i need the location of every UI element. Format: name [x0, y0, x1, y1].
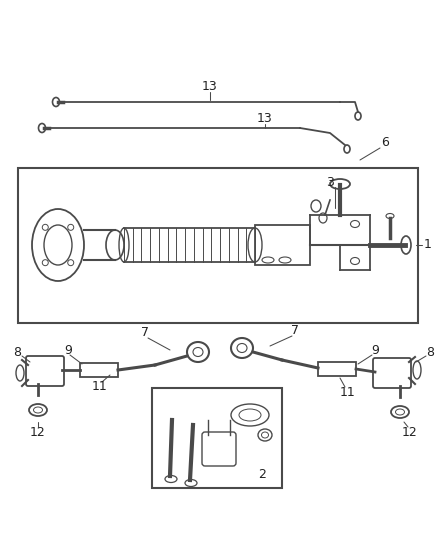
Bar — [318, 362, 356, 376]
Bar — [152, 388, 282, 488]
Text: 12: 12 — [402, 425, 418, 439]
Text: 1: 1 — [424, 238, 432, 252]
Text: 11: 11 — [92, 381, 108, 393]
Text: 13: 13 — [202, 80, 218, 93]
Text: 3: 3 — [326, 176, 334, 190]
Text: 9: 9 — [371, 343, 379, 357]
Text: 8: 8 — [13, 345, 21, 359]
Text: 6: 6 — [381, 136, 389, 149]
Bar — [80, 363, 118, 377]
Text: 11: 11 — [340, 385, 356, 399]
Bar — [18, 168, 418, 323]
Text: 7: 7 — [291, 324, 299, 336]
Bar — [255, 225, 310, 265]
Text: 13: 13 — [257, 112, 273, 125]
Text: 8: 8 — [426, 345, 434, 359]
Text: 7: 7 — [141, 327, 149, 340]
Text: 9: 9 — [64, 343, 72, 357]
Text: 2: 2 — [258, 467, 266, 481]
Text: 12: 12 — [30, 425, 46, 439]
